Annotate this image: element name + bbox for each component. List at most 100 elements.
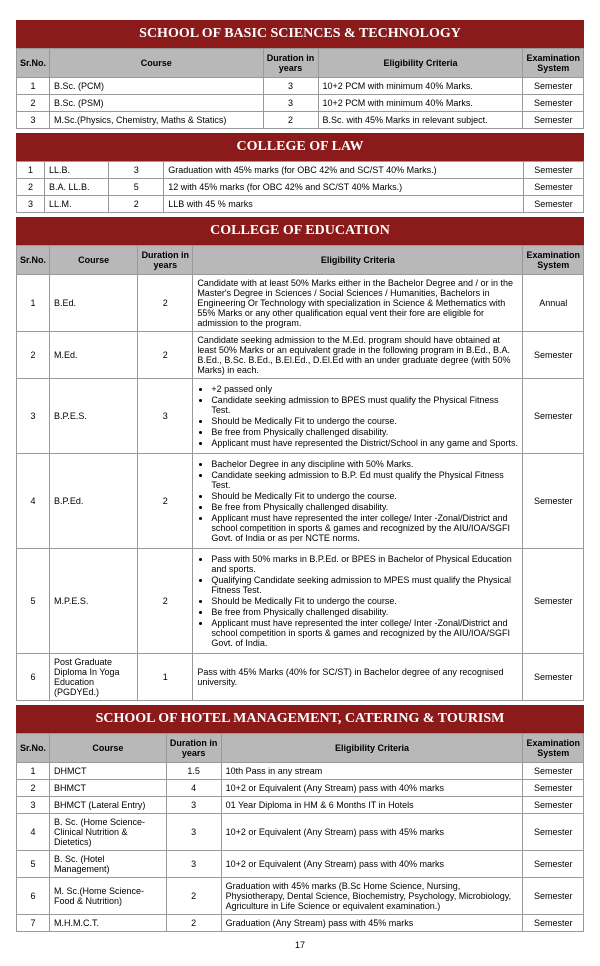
- table-row: 1B.Sc. (PCM)310+2 PCM with minimum 40% M…: [17, 78, 584, 95]
- cell: LL.M.: [45, 196, 109, 213]
- table-row: 1B.Ed.2Candidate with at least 50% Marks…: [17, 275, 584, 332]
- cell: 3: [263, 78, 318, 95]
- col-header-exam: Examination System: [523, 734, 584, 763]
- cell: 3: [166, 814, 221, 851]
- course-table: Sr.No.CourseDuration in yearsEligibility…: [16, 48, 584, 129]
- cell: Semester: [523, 454, 584, 549]
- table-row: 1DHMCT1.510th Pass in any streamSemester: [17, 763, 584, 780]
- cell: Semester: [524, 196, 584, 213]
- course-table: Sr.No.CourseDuration in yearsEligibility…: [16, 245, 584, 701]
- cell: Semester: [523, 797, 584, 814]
- cell: 3: [17, 797, 50, 814]
- eligibility-item: Applicant must have represented the inte…: [211, 618, 518, 648]
- col-header-elig: Eligibility Criteria: [193, 246, 523, 275]
- table-row: 4B. Sc. (Home Science- Clinical Nutritio…: [17, 814, 584, 851]
- cell: 4: [17, 814, 50, 851]
- cell: 1.5: [166, 763, 221, 780]
- eligibility-cell: Bachelor Degree in any discipline with 5…: [193, 454, 523, 549]
- table-row: 6M. Sc.(Home Science- Food & Nutrition)2…: [17, 878, 584, 915]
- cell: Semester: [523, 851, 584, 878]
- eligibility-cell: 01 Year Diploma in HM & 6 Months IT in H…: [221, 797, 523, 814]
- col-header-sr: Sr.No.: [17, 734, 50, 763]
- table-row: 4B.P.Ed.2Bachelor Degree in any discipli…: [17, 454, 584, 549]
- col-header-duration: Duration in years: [166, 734, 221, 763]
- eligibility-cell: Graduation with 45% marks (B.Sc Home Sci…: [221, 878, 523, 915]
- cell: 3: [263, 95, 318, 112]
- cell: 3: [17, 112, 50, 129]
- cell: 2: [166, 915, 221, 932]
- eligibility-item: Qualifying Candidate seeking admission t…: [211, 575, 518, 595]
- cell: Semester: [523, 549, 584, 654]
- eligibility-cell: 10+2 PCM with minimum 40% Marks.: [318, 95, 523, 112]
- eligibility-cell: Candidate seeking admission to the M.Ed.…: [193, 332, 523, 379]
- cell: 2: [109, 196, 164, 213]
- cell: M. Sc.(Home Science- Food & Nutrition): [50, 878, 167, 915]
- cell: 2: [138, 275, 193, 332]
- section-header: COLLEGE OF EDUCATION: [16, 217, 584, 245]
- cell: 4: [166, 780, 221, 797]
- table-row: 3BHMCT (Lateral Entry)301 Year Diploma i…: [17, 797, 584, 814]
- cell: B. Sc. (Home Science- Clinical Nutrition…: [50, 814, 167, 851]
- eligibility-cell: 10+2 or Equivalent (Any Stream) pass wit…: [221, 780, 523, 797]
- cell: 3: [109, 162, 164, 179]
- cell: 5: [17, 549, 50, 654]
- cell: 6: [17, 878, 50, 915]
- cell: Semester: [523, 379, 584, 454]
- section-header: COLLEGE OF LAW: [16, 133, 584, 161]
- cell: 5: [17, 851, 50, 878]
- eligibility-item: Should be Medically Fit to undergo the c…: [211, 596, 518, 606]
- col-header-duration: Duration in years: [138, 246, 193, 275]
- eligibility-item: Should be Medically Fit to undergo the c…: [211, 491, 518, 501]
- col-header-elig: Eligibility Criteria: [318, 49, 523, 78]
- cell: 2: [138, 454, 193, 549]
- eligibility-item: Should be Medically Fit to undergo the c…: [211, 416, 518, 426]
- cell: Semester: [523, 878, 584, 915]
- eligibility-cell: Pass with 50% marks in B.P.Ed. or BPES i…: [193, 549, 523, 654]
- eligibility-item: Applicant must have represented the inte…: [211, 513, 518, 543]
- cell: M.Sc.(Physics, Chemistry, Maths & Static…: [50, 112, 264, 129]
- cell: B.Sc. (PCM): [50, 78, 264, 95]
- cell: Semester: [523, 780, 584, 797]
- table-row: 5M.P.E.S.2Pass with 50% marks in B.P.Ed.…: [17, 549, 584, 654]
- eligibility-item: Bachelor Degree in any discipline with 5…: [211, 459, 518, 469]
- cell: Post Graduate Diploma In Yoga Education …: [50, 654, 138, 701]
- cell: BHMCT (Lateral Entry): [50, 797, 167, 814]
- table-row: 1LL.B.3Graduation with 45% marks (for OB…: [17, 162, 584, 179]
- cell: 1: [17, 275, 50, 332]
- eligibility-cell: Graduation with 45% marks (for OBC 42% a…: [164, 162, 524, 179]
- table-row: 3B.P.E.S.3+2 passed onlyCandidate seekin…: [17, 379, 584, 454]
- section-header: SCHOOL OF HOTEL MANAGEMENT, CATERING & T…: [16, 705, 584, 733]
- cell: M.H.M.C.T.: [50, 915, 167, 932]
- cell: 2: [263, 112, 318, 129]
- col-header-course: Course: [50, 246, 138, 275]
- page-number: 17: [16, 940, 584, 950]
- eligibility-cell: 10+2 or Equivalent (Any Stream) pass wit…: [221, 851, 523, 878]
- cell: 3: [138, 379, 193, 454]
- cell: M.Ed.: [50, 332, 138, 379]
- cell: Semester: [524, 162, 584, 179]
- cell: BHMCT: [50, 780, 167, 797]
- section-header: SCHOOL OF BASIC SCIENCES & TECHNOLOGY: [16, 20, 584, 48]
- cell: 3: [166, 797, 221, 814]
- eligibility-cell: 12 with 45% marks (for OBC 42% and SC/ST…: [164, 179, 524, 196]
- col-header-course: Course: [50, 49, 264, 78]
- table-row: 2M.Ed.2Candidate seeking admission to th…: [17, 332, 584, 379]
- cell: 4: [17, 454, 50, 549]
- eligibility-item: Candidate seeking admission to BPES must…: [211, 395, 518, 415]
- cell: M.P.E.S.: [50, 549, 138, 654]
- eligibility-item: Applicant must have represented the Dist…: [211, 438, 518, 448]
- cell: B.P.E.S.: [50, 379, 138, 454]
- cell: B.Sc. (PSM): [50, 95, 264, 112]
- cell: Annual: [523, 275, 584, 332]
- cell: 2: [138, 549, 193, 654]
- cell: 2: [17, 179, 45, 196]
- col-header-sr: Sr.No.: [17, 49, 50, 78]
- cell: 2: [166, 878, 221, 915]
- table-row: 2BHMCT410+2 or Equivalent (Any Stream) p…: [17, 780, 584, 797]
- eligibility-cell: LLB with 45 % marks: [164, 196, 524, 213]
- cell: 3: [17, 196, 45, 213]
- eligibility-cell: B.Sc. with 45% Marks in relevant subject…: [318, 112, 523, 129]
- eligibility-item: Candidate seeking admission to B.P. Ed m…: [211, 470, 518, 490]
- cell: Semester: [523, 915, 584, 932]
- cell: 1: [17, 763, 50, 780]
